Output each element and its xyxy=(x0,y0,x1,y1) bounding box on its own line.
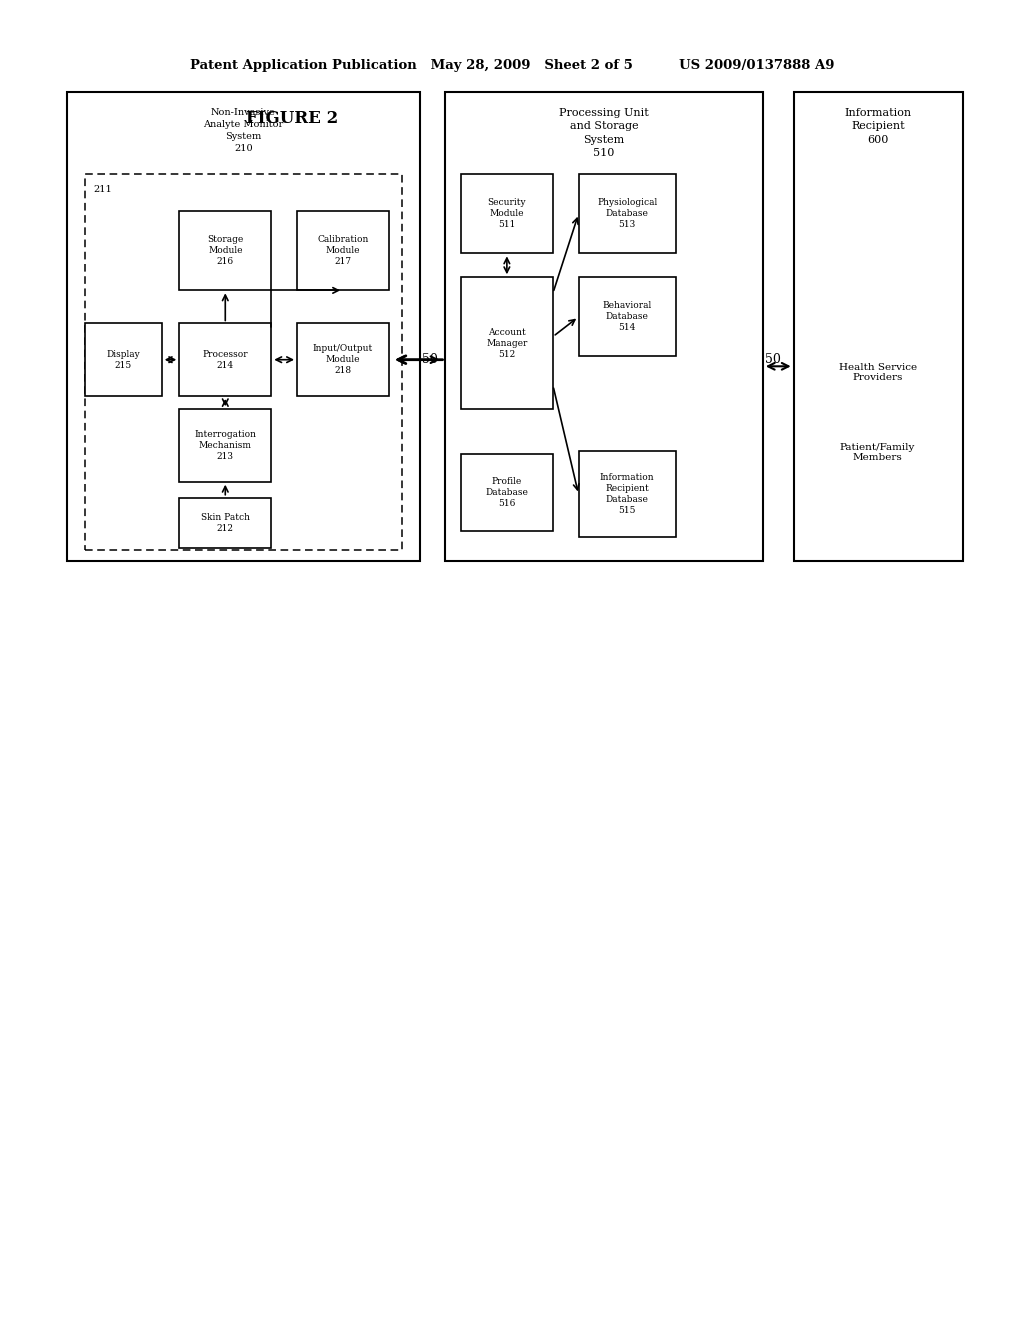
FancyBboxPatch shape xyxy=(445,92,763,561)
Text: 211: 211 xyxy=(93,185,112,194)
Text: Calibration
Module
217: Calibration Module 217 xyxy=(317,235,369,267)
Text: 50: 50 xyxy=(422,352,438,366)
FancyBboxPatch shape xyxy=(579,174,676,253)
FancyBboxPatch shape xyxy=(179,323,271,396)
Text: Health Service
Providers: Health Service Providers xyxy=(839,363,916,381)
FancyBboxPatch shape xyxy=(794,92,963,561)
Text: 50: 50 xyxy=(765,352,781,366)
Text: Patent Application Publication   May 28, 2009   Sheet 2 of 5          US 2009/01: Patent Application Publication May 28, 2… xyxy=(189,59,835,73)
FancyBboxPatch shape xyxy=(579,277,676,356)
Text: Information
Recipient
Database
515: Information Recipient Database 515 xyxy=(600,473,654,516)
Text: Physiological
Database
513: Physiological Database 513 xyxy=(597,198,657,230)
Text: Processor
214: Processor 214 xyxy=(203,350,248,370)
FancyBboxPatch shape xyxy=(297,323,389,396)
Text: Profile
Database
516: Profile Database 516 xyxy=(485,477,528,508)
Text: Interrogation
Mechanism
213: Interrogation Mechanism 213 xyxy=(195,430,256,461)
Text: Security
Module
511: Security Module 511 xyxy=(487,198,526,230)
FancyBboxPatch shape xyxy=(179,409,271,482)
Text: Non-Invasive
Analyte Monitor
System
210: Non-Invasive Analyte Monitor System 210 xyxy=(203,108,284,153)
Text: Information
Recipient
600: Information Recipient 600 xyxy=(845,108,911,145)
FancyBboxPatch shape xyxy=(67,92,420,561)
FancyBboxPatch shape xyxy=(461,277,553,409)
Text: Skin Patch
212: Skin Patch 212 xyxy=(201,512,250,533)
Text: Display
215: Display 215 xyxy=(106,350,140,370)
FancyBboxPatch shape xyxy=(85,174,402,550)
Text: Input/Output
Module
218: Input/Output Module 218 xyxy=(313,345,373,375)
FancyBboxPatch shape xyxy=(179,211,271,290)
Text: Storage
Module
216: Storage Module 216 xyxy=(207,235,244,267)
FancyBboxPatch shape xyxy=(85,323,162,396)
FancyBboxPatch shape xyxy=(461,174,553,253)
Text: Account
Manager
512: Account Manager 512 xyxy=(486,327,527,359)
FancyBboxPatch shape xyxy=(579,451,676,537)
FancyBboxPatch shape xyxy=(297,211,389,290)
Text: FIGURE 2: FIGURE 2 xyxy=(246,111,338,127)
Text: Patient/Family
Members: Patient/Family Members xyxy=(840,444,915,462)
FancyBboxPatch shape xyxy=(461,454,553,531)
Text: Behavioral
Database
514: Behavioral Database 514 xyxy=(602,301,652,333)
FancyBboxPatch shape xyxy=(179,498,271,548)
Text: Processing Unit
and Storage
System
510: Processing Unit and Storage System 510 xyxy=(559,108,649,158)
